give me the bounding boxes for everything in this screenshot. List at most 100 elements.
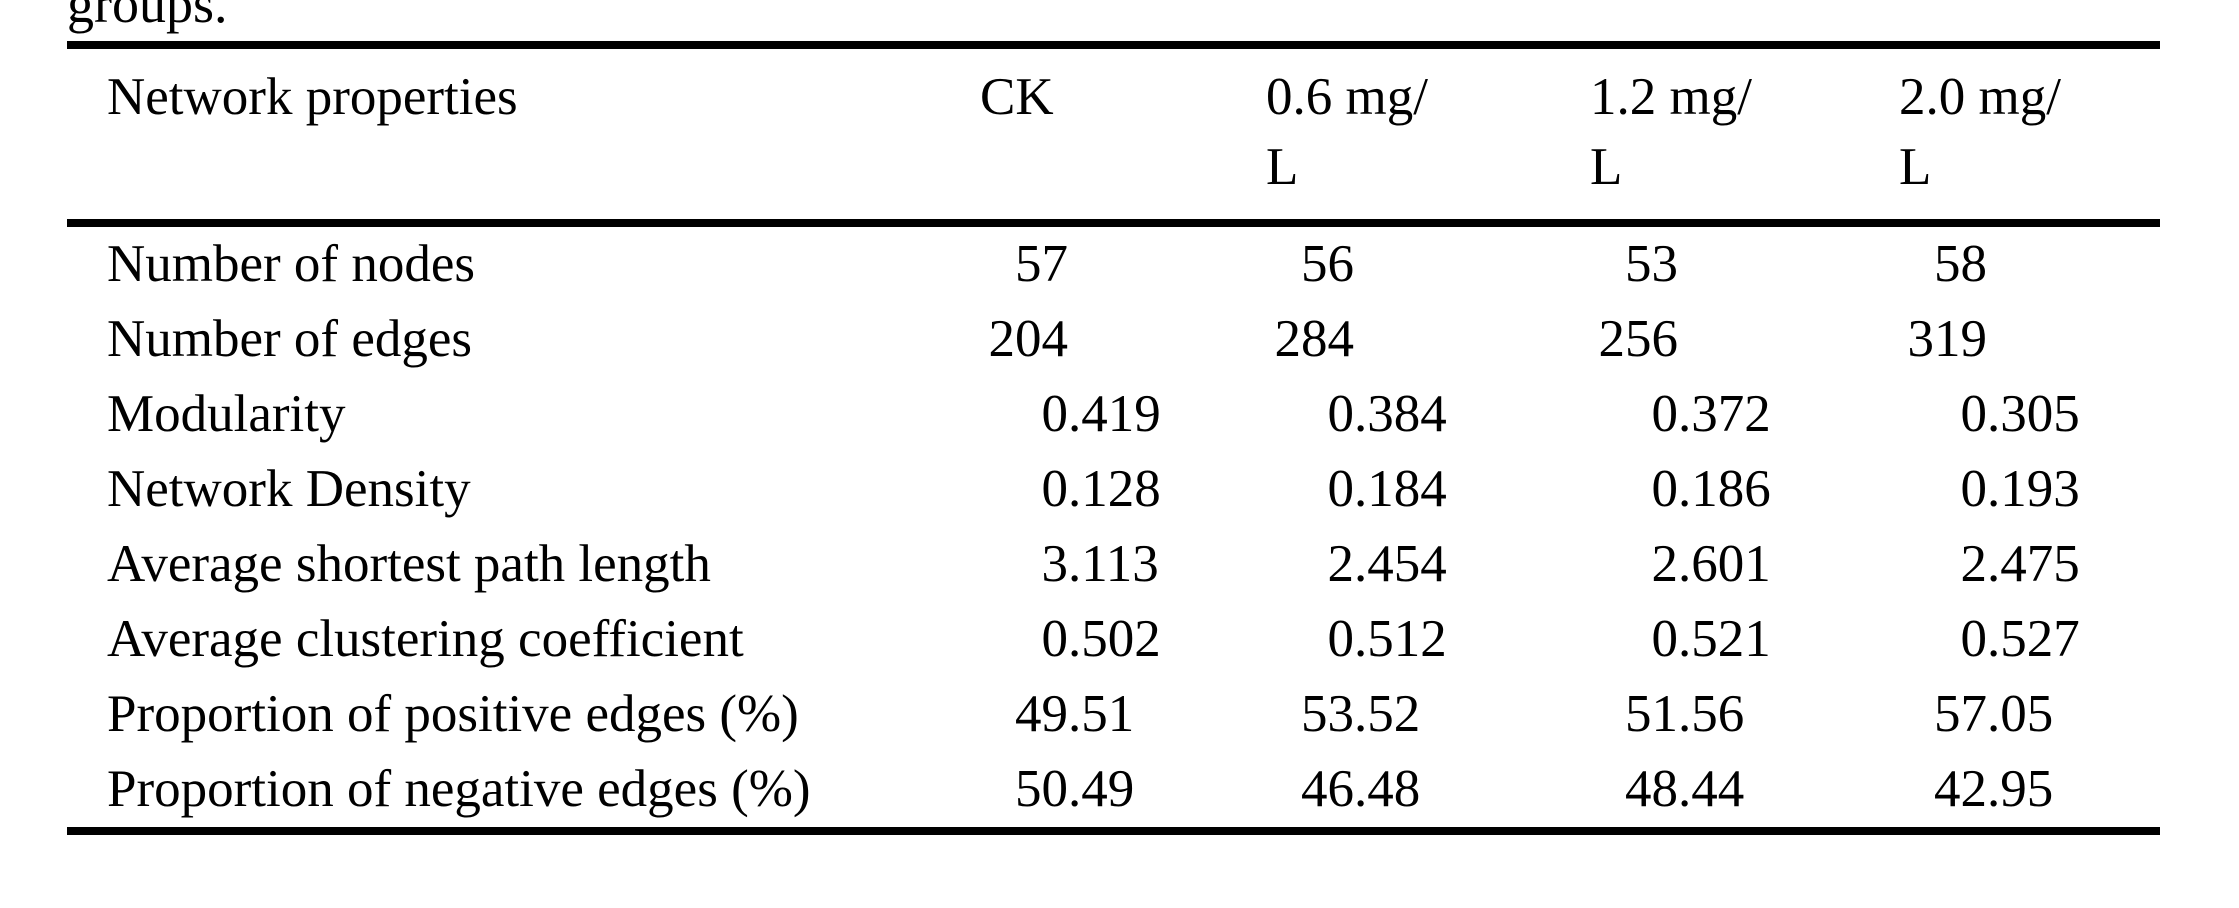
value-fraction-part: .193 (1987, 460, 2080, 518)
column-header-network-properties: Network properties (107, 68, 518, 126)
value-integer-part: 2 (1651, 535, 1679, 593)
value-integer-part: 0 (1651, 460, 1679, 518)
cell-value: 204 (980, 302, 1266, 377)
cell-value: 0.193 (1899, 452, 2160, 527)
row-label: Number of edges (107, 310, 472, 368)
table-middle-rule (67, 219, 2160, 227)
value-fraction-part: .49 (1068, 760, 1135, 818)
table-row: Proportion of negative edges (%) 50.49 46.… (67, 752, 2160, 827)
cell-value: 0.184 (1266, 452, 1590, 527)
table-header-row: Network properties CK 0.6 mg/L 1.2 mg/L 2.0… (67, 49, 2160, 219)
cell-value: 0.305 (1899, 377, 2160, 452)
row-label: Average clustering coefficient (107, 610, 744, 668)
column-header-line: 2.0 mg/ (1899, 68, 2061, 126)
value-fraction-part: .128 (1068, 460, 1161, 518)
value-integer-part: 0 (1041, 610, 1069, 668)
cell-value: 0.384 (1266, 377, 1590, 452)
row-label: Number of nodes (107, 235, 475, 293)
value-integer-part: 46 (1301, 760, 1354, 818)
column-header-line: CK (980, 68, 1054, 126)
value-fraction-part: .113 (1068, 535, 1159, 593)
caption-text: groups. (67, 0, 228, 34)
value-integer-part: 0 (1327, 385, 1355, 443)
value-integer-part: 53 (1625, 235, 1678, 293)
value-fraction-part: .52 (1354, 685, 1421, 743)
row-label: Average shortest path length (107, 535, 711, 593)
value-integer-part: 0 (1327, 610, 1355, 668)
column-header: 1.2 mg/L (1590, 62, 1899, 202)
table-row: Number of edges 204 284 256 319 (67, 302, 2160, 377)
cell-value: 0.502 (980, 602, 1266, 677)
column-header-line: 1.2 mg/ (1590, 68, 1752, 126)
value-integer-part: 2 (1327, 535, 1355, 593)
cell-value: 56 (1266, 227, 1590, 302)
value-integer-part: 3 (1041, 535, 1069, 593)
column-header: CK (980, 62, 1266, 202)
table-row: Network Density 0.128 0.184 0.186 0.193 (67, 452, 2160, 527)
value-integer-part: 48 (1625, 760, 1678, 818)
value-integer-part: 319 (1907, 310, 1988, 368)
value-integer-part: 0 (1651, 385, 1679, 443)
value-fraction-part: .51 (1068, 685, 1135, 743)
value-fraction-part: .521 (1678, 610, 1771, 668)
value-integer-part: 42 (1934, 760, 1987, 818)
cell-value: 53 (1590, 227, 1899, 302)
row-label: Network Density (107, 460, 471, 518)
value-fraction-part: .372 (1678, 385, 1771, 443)
value-integer-part: 0 (1041, 460, 1069, 518)
value-integer-part: 2 (1960, 535, 1988, 593)
cell-value: 0.527 (1899, 602, 2160, 677)
row-label: Proportion of positive edges (%) (107, 685, 799, 743)
table-caption-fragment: groups. (67, 0, 228, 35)
cell-value: 284 (1266, 302, 1590, 377)
value-fraction-part: .05 (1987, 685, 2054, 743)
table-row: Modularity 0.419 0.384 0.372 0.305 (67, 377, 2160, 452)
value-fraction-part: .512 (1354, 610, 1447, 668)
value-integer-part: 256 (1598, 310, 1679, 368)
table-body: Number of nodes 57 56 53 58 Number of edges 20… (67, 227, 2160, 827)
value-fraction-part: .475 (1987, 535, 2080, 593)
value-integer-part: 49 (1015, 685, 1068, 743)
cell-value: 0.128 (980, 452, 1266, 527)
table-row: Average clustering coefficient 0.502 0.512… (67, 602, 2160, 677)
value-integer-part: 0 (1651, 610, 1679, 668)
cell-value: 0.372 (1590, 377, 1899, 452)
cell-value: 0.419 (980, 377, 1266, 452)
value-fraction-part: .184 (1354, 460, 1447, 518)
cell-value: 2.454 (1266, 527, 1590, 602)
cell-value: 0.186 (1590, 452, 1899, 527)
value-fraction-part: .454 (1354, 535, 1447, 593)
value-fraction-part: .502 (1068, 610, 1161, 668)
column-header-line: L (1266, 138, 1299, 196)
value-integer-part: 0 (1041, 385, 1069, 443)
cell-value: 57.05 (1899, 677, 2160, 752)
value-integer-part: 0 (1960, 610, 1988, 668)
cell-value: 256 (1590, 302, 1899, 377)
cell-value: 51.56 (1590, 677, 1899, 752)
table-row: Number of nodes 57 56 53 58 (67, 227, 2160, 302)
value-fraction-part: .419 (1068, 385, 1161, 443)
value-integer-part: 57 (1015, 235, 1068, 293)
value-integer-part: 58 (1934, 235, 1987, 293)
value-integer-part: 56 (1301, 235, 1354, 293)
value-integer-part: 0 (1327, 460, 1355, 518)
column-header-line: L (1899, 138, 1932, 196)
cell-value: 0.521 (1590, 602, 1899, 677)
cell-value: 46.48 (1266, 752, 1590, 827)
cell-value: 50.49 (980, 752, 1266, 827)
table-bottom-rule (67, 827, 2160, 835)
column-header: 0.6 mg/L (1266, 62, 1590, 202)
cell-value: 2.601 (1590, 527, 1899, 602)
column-header-line: L (1590, 138, 1623, 196)
column-header: 2.0 mg/L (1899, 62, 2160, 202)
value-fraction-part: .601 (1678, 535, 1771, 593)
value-fraction-part: .44 (1678, 760, 1745, 818)
value-fraction-part: .527 (1987, 610, 2080, 668)
cell-value: 3.113 (980, 527, 1266, 602)
cell-value: 319 (1899, 302, 2160, 377)
value-fraction-part: .56 (1678, 685, 1745, 743)
row-label: Proportion of negative edges (%) (107, 760, 811, 818)
cell-value: 57 (980, 227, 1266, 302)
value-integer-part: 204 (988, 310, 1069, 368)
